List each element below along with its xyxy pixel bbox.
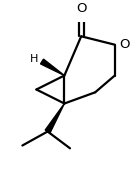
Polygon shape <box>45 104 64 133</box>
Text: H: H <box>29 54 38 64</box>
Text: O: O <box>76 2 86 15</box>
Text: O: O <box>119 38 130 51</box>
Polygon shape <box>40 59 64 76</box>
